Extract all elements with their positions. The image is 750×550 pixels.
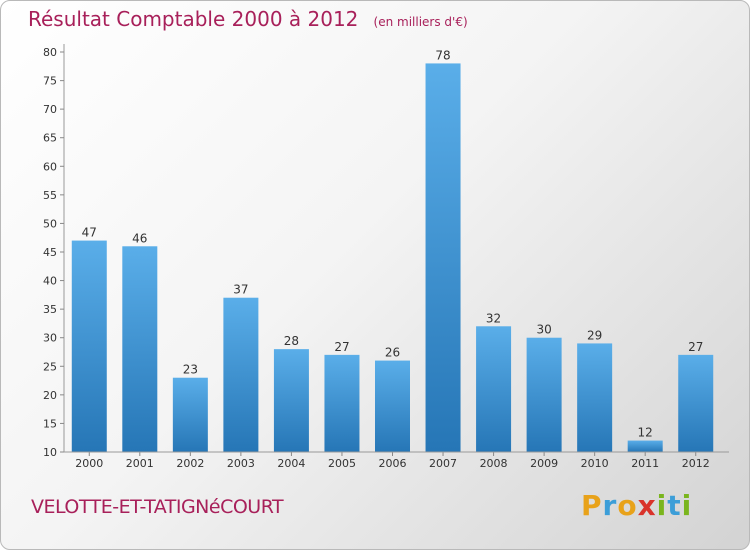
y-tick-label: 35 bbox=[43, 303, 57, 316]
x-tick-label: 2011 bbox=[631, 457, 659, 470]
bars-group bbox=[71, 63, 714, 453]
bar-value-label: 30 bbox=[536, 323, 551, 337]
bar bbox=[425, 63, 461, 453]
commune-name: VELOTTE-ET-TATIGNéCOURT bbox=[31, 496, 284, 518]
y-tick-label: 30 bbox=[43, 332, 57, 345]
bar bbox=[627, 440, 663, 452]
bar-value-label: 29 bbox=[587, 328, 602, 342]
logo-letter: i bbox=[656, 489, 668, 522]
x-tick-labels-group: 2000 2001 2002 2003 2004 2005 2006 2007 2008 2009… bbox=[75, 457, 709, 470]
y-tick-label: 55 bbox=[43, 189, 57, 202]
bar-value-label: 46 bbox=[132, 231, 147, 245]
y-tick-label: 60 bbox=[43, 160, 57, 173]
bar-value-label: 32 bbox=[486, 311, 501, 325]
x-tick-label: 2012 bbox=[682, 457, 710, 470]
bar-value-label: 78 bbox=[435, 48, 450, 62]
bar bbox=[324, 354, 360, 452]
y-tick-label: 80 bbox=[43, 46, 57, 59]
y-tick-label: 50 bbox=[43, 217, 57, 230]
x-tick-label: 2005 bbox=[328, 457, 356, 470]
x-tick-label: 2000 bbox=[75, 457, 103, 470]
y-tick-label: 75 bbox=[43, 75, 57, 88]
value-labels-group: 47 46 23 37 28 27 26 78 32 30 29 12 27 bbox=[82, 48, 704, 439]
proxiti-logo: Proxiti bbox=[581, 489, 692, 522]
logo-letter: t bbox=[667, 489, 682, 522]
logo-letter: r bbox=[602, 489, 618, 522]
x-tick-label: 2009 bbox=[530, 457, 558, 470]
y-tick-label: 20 bbox=[43, 389, 57, 402]
bar bbox=[526, 337, 562, 452]
x-tick-label: 2007 bbox=[429, 457, 457, 470]
x-tick-label: 2004 bbox=[277, 457, 305, 470]
x-tick-label: 2001 bbox=[126, 457, 154, 470]
x-tick-label: 2008 bbox=[480, 457, 508, 470]
bar-value-label: 12 bbox=[638, 426, 653, 440]
x-tick-label: 2010 bbox=[581, 457, 609, 470]
title-row: Résultat Comptable 2000 à 2012 (en milli… bbox=[28, 7, 468, 31]
bar bbox=[577, 343, 613, 452]
chart-subtitle: (en milliers d'€) bbox=[373, 15, 468, 29]
y-tick-label: 25 bbox=[43, 360, 57, 373]
y-tick-labels-group: 10 15 20 25 30 35 40 45 50 55 60 65 70 75 80 bbox=[43, 46, 57, 459]
axes-group bbox=[60, 44, 729, 456]
logo-letter: i bbox=[681, 489, 693, 522]
bar bbox=[273, 349, 309, 452]
chart-title: Résultat Comptable 2000 à 2012 bbox=[28, 7, 359, 31]
y-tick-label: 15 bbox=[43, 417, 57, 430]
y-tick-label: 65 bbox=[43, 132, 57, 145]
bar-value-label: 26 bbox=[385, 346, 400, 360]
y-tick-label: 40 bbox=[43, 275, 57, 288]
bar-value-label: 47 bbox=[82, 226, 97, 240]
bar bbox=[122, 246, 158, 452]
bar bbox=[375, 360, 410, 452]
bar bbox=[223, 297, 259, 452]
x-tick-label: 2002 bbox=[176, 457, 204, 470]
y-tick-label: 70 bbox=[43, 103, 57, 116]
logo-letter: x bbox=[637, 489, 657, 522]
bar bbox=[172, 377, 208, 452]
x-tick-label: 2006 bbox=[379, 457, 407, 470]
x-tick-label: 2003 bbox=[227, 457, 255, 470]
bar-value-label: 27 bbox=[334, 340, 349, 354]
y-tick-label: 45 bbox=[43, 246, 57, 259]
logo-letter: P bbox=[581, 489, 603, 522]
bar-value-label: 37 bbox=[233, 283, 248, 297]
bar-value-label: 28 bbox=[284, 334, 299, 348]
y-tick-label: 10 bbox=[43, 446, 57, 459]
bar bbox=[476, 326, 512, 452]
bar bbox=[71, 240, 107, 452]
bar-value-label: 23 bbox=[183, 363, 198, 377]
bar bbox=[678, 354, 714, 452]
logo-letter: o bbox=[617, 489, 638, 522]
bar-value-label: 27 bbox=[688, 340, 703, 354]
